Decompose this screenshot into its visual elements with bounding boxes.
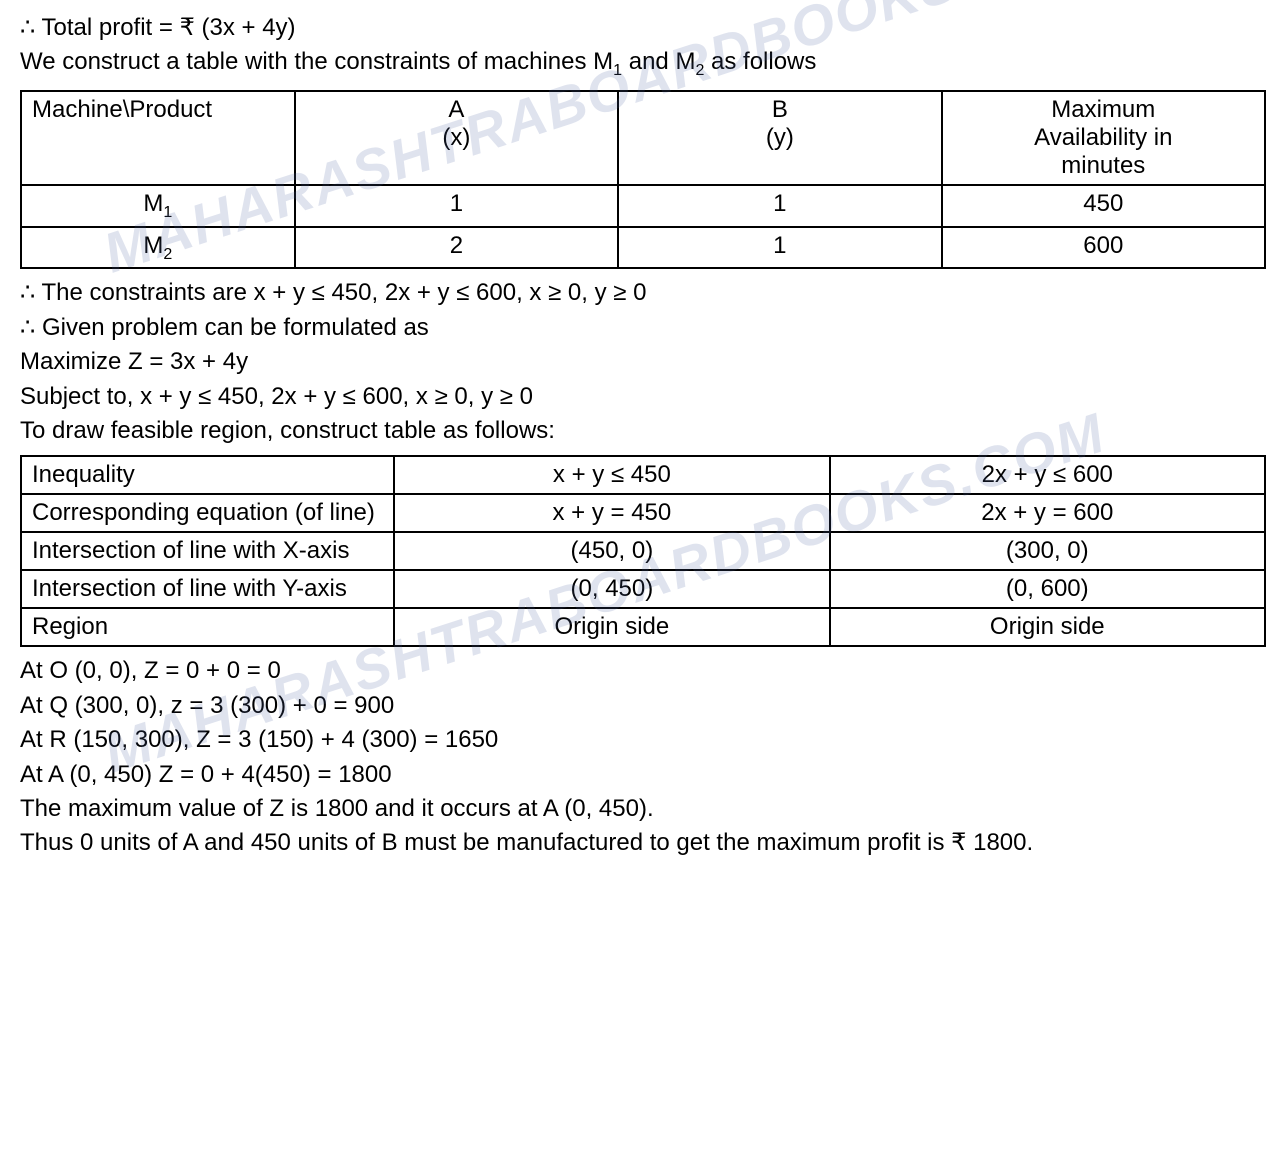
t1-h4-l3: minutes [1061, 152, 1145, 179]
table-row: M2 2 1 600 [21, 227, 1265, 269]
mid-l1: ∴ The constraints are x + y ≤ 450, 2x + … [20, 277, 1266, 309]
t1-r0-c1-p: M [143, 190, 163, 217]
t1-r1-c1: M2 [21, 227, 295, 269]
t1-r1-c1-s: 2 [163, 245, 172, 262]
mid-l5: To draw feasible region, construct table… [20, 415, 1266, 447]
t1-h3-l1: B [772, 96, 788, 123]
table-row: Intersection of line with Y-axis (0, 450… [21, 570, 1265, 608]
t1-r1-c4: 600 [942, 227, 1265, 269]
t1-h3-l2: (y) [766, 124, 794, 151]
end-l5: The maximum value of Z is 1800 and it oc… [20, 793, 1266, 825]
t1-r0-c4: 450 [942, 185, 1265, 227]
t2-r3-c1: Region [21, 608, 394, 646]
t2-h3: 2x + y ≤ 600 [830, 456, 1265, 494]
table-row: Region Origin side Origin side [21, 608, 1265, 646]
constraints-table: Machine\Product A (x) B (y) Maximum Avai… [20, 90, 1266, 270]
t2-r3-c2: Origin side [394, 608, 829, 646]
t2-h1: Inequality [21, 456, 394, 494]
t2-r1-c1: Intersection of line with X-axis [21, 532, 394, 570]
t2-h2: x + y ≤ 450 [394, 456, 829, 494]
t2-r2-c3: (0, 600) [830, 570, 1265, 608]
intro-2-prefix: We construct a table with the constraint… [20, 48, 613, 75]
intro-2-sub1: 1 [613, 62, 622, 79]
t1-r0-c2: 1 [295, 185, 618, 227]
t1-h2: A (x) [295, 91, 618, 185]
t2-r2-c1: Intersection of line with Y-axis [21, 570, 394, 608]
table-row: Intersection of line with X-axis (450, 0… [21, 532, 1265, 570]
t1-h2-l2: (x) [442, 124, 470, 151]
t2-r1-c2: (450, 0) [394, 532, 829, 570]
feasible-region-table: Inequality x + y ≤ 450 2x + y ≤ 600 Corr… [20, 455, 1266, 647]
table-row: Machine\Product A (x) B (y) Maximum Avai… [21, 91, 1265, 185]
t2-r1-c3: (300, 0) [830, 532, 1265, 570]
t1-h1: Machine\Product [21, 91, 295, 185]
t1-h3: B (y) [618, 91, 941, 185]
mid-l4: Subject to, x + y ≤ 450, 2x + y ≤ 600, x… [20, 381, 1266, 413]
intro-line-2: We construct a table with the constraint… [20, 46, 1266, 81]
t1-r0-c1-s: 1 [163, 204, 172, 221]
table-row: Corresponding equation (of line) x + y =… [21, 494, 1265, 532]
mid-l2: ∴ Given problem can be formulated as [20, 312, 1266, 344]
t2-r3-c3: Origin side [830, 608, 1265, 646]
end-l2: At Q (300, 0), z = 3 (300) + 0 = 900 [20, 690, 1266, 722]
end-l6: Thus 0 units of A and 450 units of B mus… [20, 827, 1266, 859]
end-l4: At A (0, 450) Z = 0 + 4(450) = 1800 [20, 759, 1266, 791]
intro-2-sub2: 2 [695, 62, 704, 79]
t1-r0-c3: 1 [618, 185, 941, 227]
table-row: M1 1 1 450 [21, 185, 1265, 227]
intro-line-1: ∴ Total profit = ₹ (3x + 4y) [20, 12, 1266, 44]
t1-h4-l2: Availability in [1034, 124, 1172, 151]
t1-r1-c1-p: M [143, 232, 163, 259]
t1-r0-c1: M1 [21, 185, 295, 227]
t1-h4: Maximum Availability in minutes [942, 91, 1265, 185]
t2-r0-c2: x + y = 450 [394, 494, 829, 532]
intro-2-suffix: as follows [704, 48, 816, 75]
t1-h2-l1: A [448, 96, 464, 123]
t2-r0-c3: 2x + y = 600 [830, 494, 1265, 532]
t1-h4-l1: Maximum [1051, 96, 1155, 123]
t1-r1-c2: 2 [295, 227, 618, 269]
end-l3: At R (150, 300), Z = 3 (150) + 4 (300) =… [20, 724, 1266, 756]
mid-l3: Maximize Z = 3x + 4y [20, 346, 1266, 378]
t2-r2-c2: (0, 450) [394, 570, 829, 608]
t1-r1-c3: 1 [618, 227, 941, 269]
table-row: Inequality x + y ≤ 450 2x + y ≤ 600 [21, 456, 1265, 494]
t2-r0-c1: Corresponding equation (of line) [21, 494, 394, 532]
end-l1: At O (0, 0), Z = 0 + 0 = 0 [20, 655, 1266, 687]
intro-2-mid: and M [622, 48, 695, 75]
